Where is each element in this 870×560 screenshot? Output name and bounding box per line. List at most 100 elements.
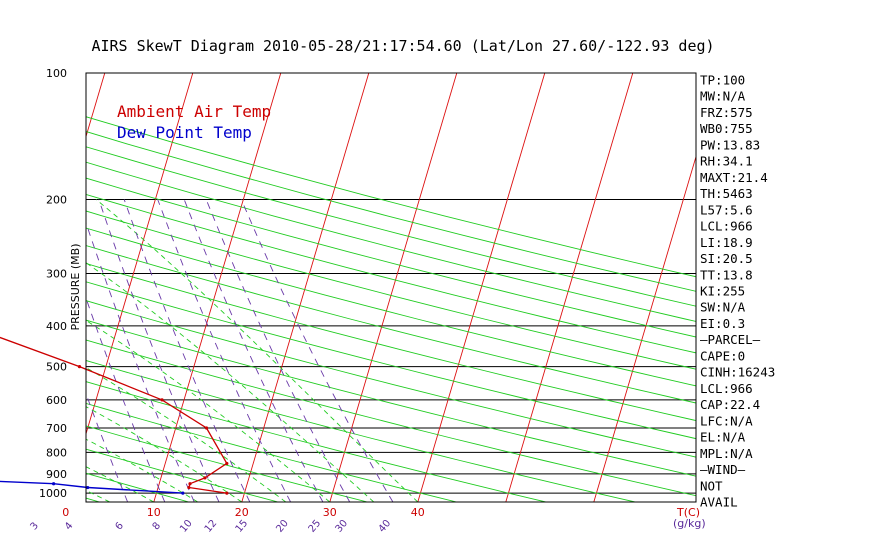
dry-adiabat (0, 73, 10, 502)
bottom-temp-tick-0: 0 (62, 506, 69, 519)
index-label: LCL:966 (700, 219, 753, 234)
isotherm-40 (417, 73, 546, 502)
pressure-tick-1000: 1000 (39, 487, 67, 500)
isotherm-30 (329, 73, 458, 502)
index-label: AVAIL (700, 495, 738, 510)
dry-adiabat (86, 227, 696, 387)
pressure-tick-800: 800 (46, 446, 67, 459)
index-label: CAP:22.4 (700, 397, 760, 412)
legend-dew-point-temp: Dew Point Temp (117, 123, 252, 142)
dry-adiabat (86, 300, 696, 458)
pressure-tick-500: 500 (46, 361, 67, 374)
dry-adiabat (86, 360, 636, 502)
air-temp-point-2 (188, 482, 192, 486)
index-label: WB0:755 (700, 121, 753, 136)
index-label: CINH:16243 (700, 365, 775, 380)
dry-adiabat (86, 319, 696, 477)
air-temp-point-3 (203, 476, 207, 480)
mixing-ratio-line-20 (157, 199, 291, 502)
moist-adiabat (86, 438, 199, 502)
index-label: –WIND– (700, 462, 746, 477)
index-label: –PARCEL– (700, 332, 761, 347)
x-axis-label-tc: T(C) (676, 506, 700, 519)
mixing-ratio-tick-40: 40 (377, 518, 394, 535)
dry-adiabat (86, 448, 279, 502)
dry-adiabat (86, 425, 368, 502)
index-label: EI:0.3 (700, 316, 745, 331)
y-axis-label: PRESSURE (MB) (69, 244, 82, 331)
isotherm--10 (86, 73, 106, 139)
air-temp-point-5 (204, 426, 209, 430)
pressure-tick-100: 100 (46, 67, 67, 80)
index-label: MAXT:21.4 (700, 170, 768, 185)
dry-adiabat (86, 245, 696, 404)
grid-layer (0, 73, 696, 503)
mixing-ratio-tick-15: 15 (234, 518, 251, 535)
isotherm--20 (0, 73, 17, 502)
index-label: L57:5.6 (700, 202, 753, 217)
mixing-ratio-line-30 (205, 199, 351, 502)
index-label: LI:18.9 (700, 235, 753, 250)
index-label: RH:34.1 (700, 154, 753, 169)
mixing-ratio-tick-12: 12 (203, 518, 220, 535)
index-label: KI:255 (700, 284, 745, 299)
isotherm-20 (241, 73, 370, 502)
chart-title: AIRS SkewT Diagram 2010-05-28/21:17:54.6… (91, 37, 714, 55)
bottom-temp-tick-40: 40 (411, 506, 425, 519)
mixing-ratio-tick-25: 25 (307, 518, 324, 535)
dry-adiabat (86, 497, 100, 502)
isotherm-10 (153, 73, 282, 502)
index-label: PW:13.83 (700, 137, 760, 152)
mixing-ratio-line-25 (183, 199, 324, 502)
series-layer (0, 336, 229, 495)
moist-adiabat (95, 199, 419, 502)
moist-adiabat (86, 466, 155, 502)
dew-point-point-1 (86, 485, 90, 490)
air-temp-point-1 (187, 485, 191, 490)
index-label: SI:20.5 (700, 251, 753, 266)
dry-adiabat (86, 131, 696, 292)
mixing-ratio-line-15 (123, 199, 251, 502)
mixing-ratio-line-6 (86, 392, 129, 502)
moist-adiabat (86, 367, 287, 502)
index-label: TP:100 (700, 73, 745, 88)
air-temp-point-6 (160, 398, 164, 402)
index-label: LFC:N/A (700, 413, 753, 428)
moist-adiabat (0, 200, 22, 503)
index-label: MPL:N/A (700, 446, 753, 461)
dry-adiabat (86, 177, 696, 338)
dry-adiabat (86, 402, 457, 502)
mixing-ratio-tick-4: 4 (63, 520, 76, 532)
index-label: TT:13.8 (700, 267, 753, 282)
dry-adiabat (86, 146, 696, 307)
dry-adiabat (86, 210, 696, 370)
dry-adiabat (86, 116, 696, 278)
isotherm-50 (505, 73, 634, 502)
mixing-ratio-tick-20: 20 (274, 518, 291, 535)
series-line-dew-point-temp (0, 480, 183, 494)
dry-adiabat (86, 281, 696, 440)
legend: Ambient Air Temp Dew Point Temp (117, 102, 271, 142)
mixing-ratio-unit-label: (g/kg) (673, 517, 706, 530)
dry-adiabat (86, 339, 696, 497)
legend-ambient-air-temp: Ambient Air Temp (117, 102, 271, 121)
index-label: NOT (700, 478, 723, 493)
index-label: MW:N/A (700, 89, 746, 104)
dry-adiabat (86, 381, 546, 502)
dew-point-point-0 (181, 491, 185, 495)
index-label: FRZ:575 (700, 105, 753, 120)
pressure-tick-200: 200 (46, 193, 67, 206)
dry-adiabat (86, 262, 696, 422)
dry-adiabat (86, 193, 696, 354)
pressure-tick-900: 900 (46, 468, 67, 481)
dry-adiabat (86, 161, 696, 322)
pressure-tick-400: 400 (46, 320, 67, 333)
mixing-ratio-tick-10: 10 (178, 518, 195, 535)
mixing-ratio-line-8 (86, 296, 166, 502)
mixing-ratio-line-12 (98, 199, 220, 502)
index-label: EL:N/A (700, 430, 746, 445)
air-temp-point-0 (225, 491, 229, 495)
mixing-ratio-tick-3: 3 (28, 520, 41, 532)
mixing-ratio-tick-30: 30 (334, 518, 351, 535)
